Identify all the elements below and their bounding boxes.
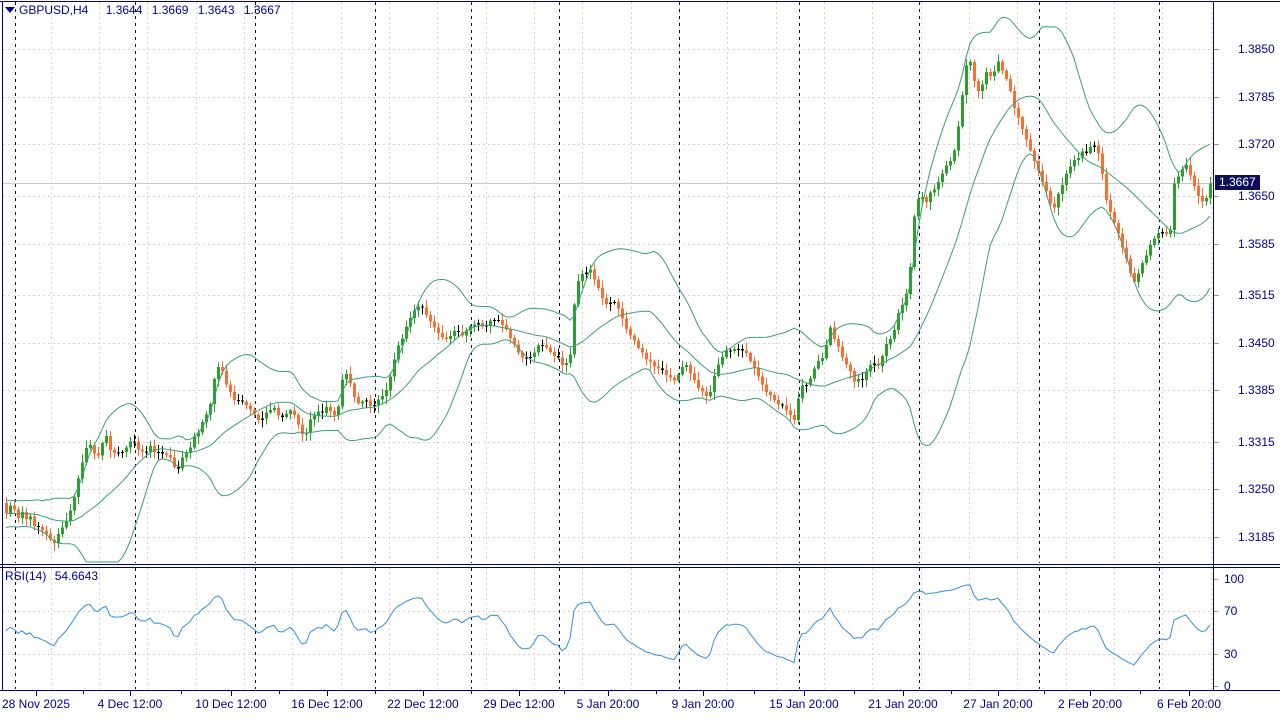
bollinger-upper-line	[5, 16, 1211, 502]
bollinger-middle-line	[5, 95, 1211, 522]
svg-text:9 Jan 20:00: 9 Jan 20:00	[672, 697, 735, 711]
week-separator-lines	[15, 2, 1160, 689]
svg-text:30: 30	[1224, 647, 1238, 661]
svg-text:1.3385: 1.3385	[1238, 383, 1275, 397]
symbol-period-label: GBPUSD,H4	[19, 3, 89, 17]
svg-text:6 Feb 20:00: 6 Feb 20:00	[1157, 697, 1221, 711]
grid-lines	[3, 2, 1213, 689]
svg-text:1.3185: 1.3185	[1238, 530, 1275, 544]
svg-text:1.3250: 1.3250	[1238, 482, 1275, 496]
candlesticks	[5, 54, 1212, 551]
svg-text:28 Nov 2025: 28 Nov 2025	[2, 697, 70, 711]
svg-text:16 Dec 12:00: 16 Dec 12:00	[291, 697, 363, 711]
svg-text:10 Dec 12:00: 10 Dec 12:00	[195, 697, 267, 711]
ohlc-close: 1.3667	[243, 3, 281, 17]
svg-text:1.3585: 1.3585	[1238, 237, 1275, 251]
ohlc-high: 1.3669	[151, 3, 189, 17]
svg-text:1.3450: 1.3450	[1238, 336, 1275, 350]
rsi-axis[interactable]: 100 70 30 0	[1214, 572, 1244, 693]
rsi-indicator-label: RSI(14) 54.6643	[5, 569, 98, 583]
pane-divider[interactable]	[0, 564, 1280, 568]
svg-text:1.3850: 1.3850	[1238, 42, 1275, 56]
svg-text:0: 0	[1224, 679, 1231, 693]
chart-header: GBPUSD,H4 1.3644 1.3669 1.3643 1.3667	[19, 3, 287, 17]
svg-text:1.3720: 1.3720	[1238, 137, 1275, 151]
svg-text:15 Jan 20:00: 15 Jan 20:00	[769, 697, 839, 711]
price-axis[interactable]: 1.3850 1.3785 1.3720 1.3650 1.3585 1.3515 1.34…	[1214, 42, 1275, 544]
rsi-name: RSI(14)	[5, 569, 47, 583]
svg-text:2 Feb 20:00: 2 Feb 20:00	[1058, 697, 1122, 711]
svg-text:1.3785: 1.3785	[1238, 90, 1275, 104]
symbol-dropdown-arrow-icon[interactable]	[5, 7, 15, 13]
ohlc-low: 1.3643	[197, 3, 235, 17]
svg-text:5 Jan 20:00: 5 Jan 20:00	[577, 697, 640, 711]
svg-text:1.3315: 1.3315	[1238, 435, 1275, 449]
svg-text:22 Dec 12:00: 22 Dec 12:00	[387, 697, 459, 711]
svg-text:1.3515: 1.3515	[1238, 288, 1275, 302]
svg-text:1.3650: 1.3650	[1238, 189, 1275, 203]
svg-text:21 Jan 20:00: 21 Jan 20:00	[868, 697, 938, 711]
ohlc-open: 1.3644	[105, 3, 143, 17]
time-axis[interactable]: 28 Nov 2025 4 Dec 12:00 10 Dec 12:00 16 Dec…	[0, 690, 1280, 712]
current-price-badge: 1.3667	[1215, 175, 1260, 190]
svg-text:29 Dec 12:00: 29 Dec 12:00	[483, 697, 555, 711]
rsi-value: 54.6643	[54, 569, 99, 583]
rsi-line	[5, 584, 1211, 666]
bollinger-lower-line	[5, 153, 1211, 563]
svg-text:27 Jan 20:00: 27 Jan 20:00	[963, 697, 1033, 711]
bollinger-bands	[5, 16, 1211, 563]
chart-frame	[0, 1, 1280, 690]
svg-text:100: 100	[1224, 572, 1244, 586]
svg-text:4 Dec 12:00: 4 Dec 12:00	[98, 697, 163, 711]
svg-text:70: 70	[1224, 604, 1238, 618]
